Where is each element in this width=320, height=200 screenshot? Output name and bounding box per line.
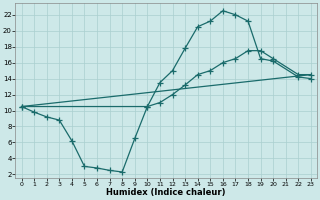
X-axis label: Humidex (Indice chaleur): Humidex (Indice chaleur) [107,188,226,197]
